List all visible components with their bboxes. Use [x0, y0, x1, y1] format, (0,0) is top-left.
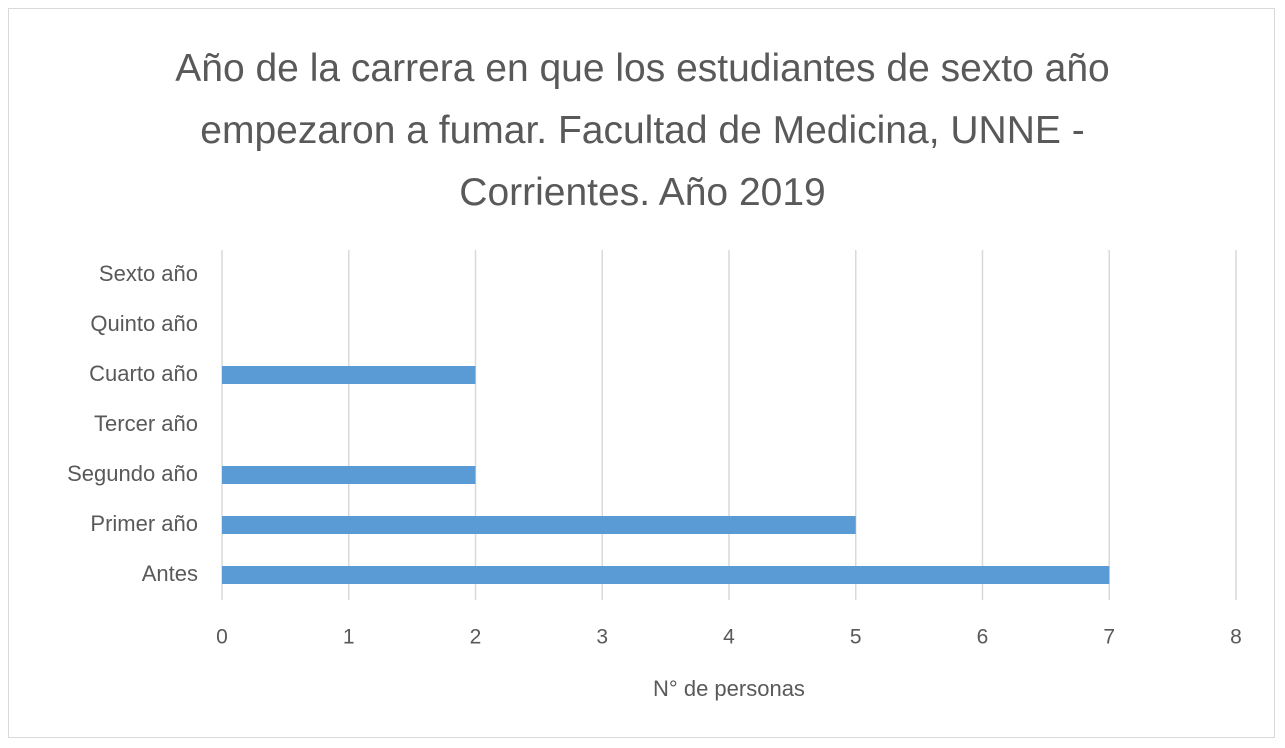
bar [222, 466, 476, 484]
x-tick-label: 5 [850, 626, 862, 649]
y-tick-label: Cuarto año [89, 361, 198, 386]
y-tick-label: Sexto año [99, 261, 198, 286]
x-tick-label: 4 [723, 626, 735, 649]
x-tick-label: 8 [1230, 626, 1242, 649]
y-tick-label: Quinto año [90, 311, 198, 336]
x-tick-label: 1 [343, 626, 355, 649]
y-tick-label: Antes [142, 561, 198, 586]
x-tick-label: 7 [1103, 626, 1115, 649]
y-tick-label: Tercer año [94, 411, 198, 436]
bar [222, 366, 476, 384]
bar [222, 566, 1110, 584]
x-axis-label: N° de personas [653, 676, 805, 701]
chart-title: Año de la carrera en que los estudiantes… [175, 47, 1110, 214]
x-tick-label: 0 [216, 626, 228, 649]
x-tick-label: 3 [596, 626, 608, 649]
x-tick-label: 6 [977, 626, 989, 649]
y-tick-label: Primer año [90, 511, 198, 536]
x-tick-label: 2 [470, 626, 482, 649]
chart-frame [8, 8, 1275, 738]
y-tick-label: Segundo año [67, 461, 198, 486]
bar [222, 516, 856, 534]
